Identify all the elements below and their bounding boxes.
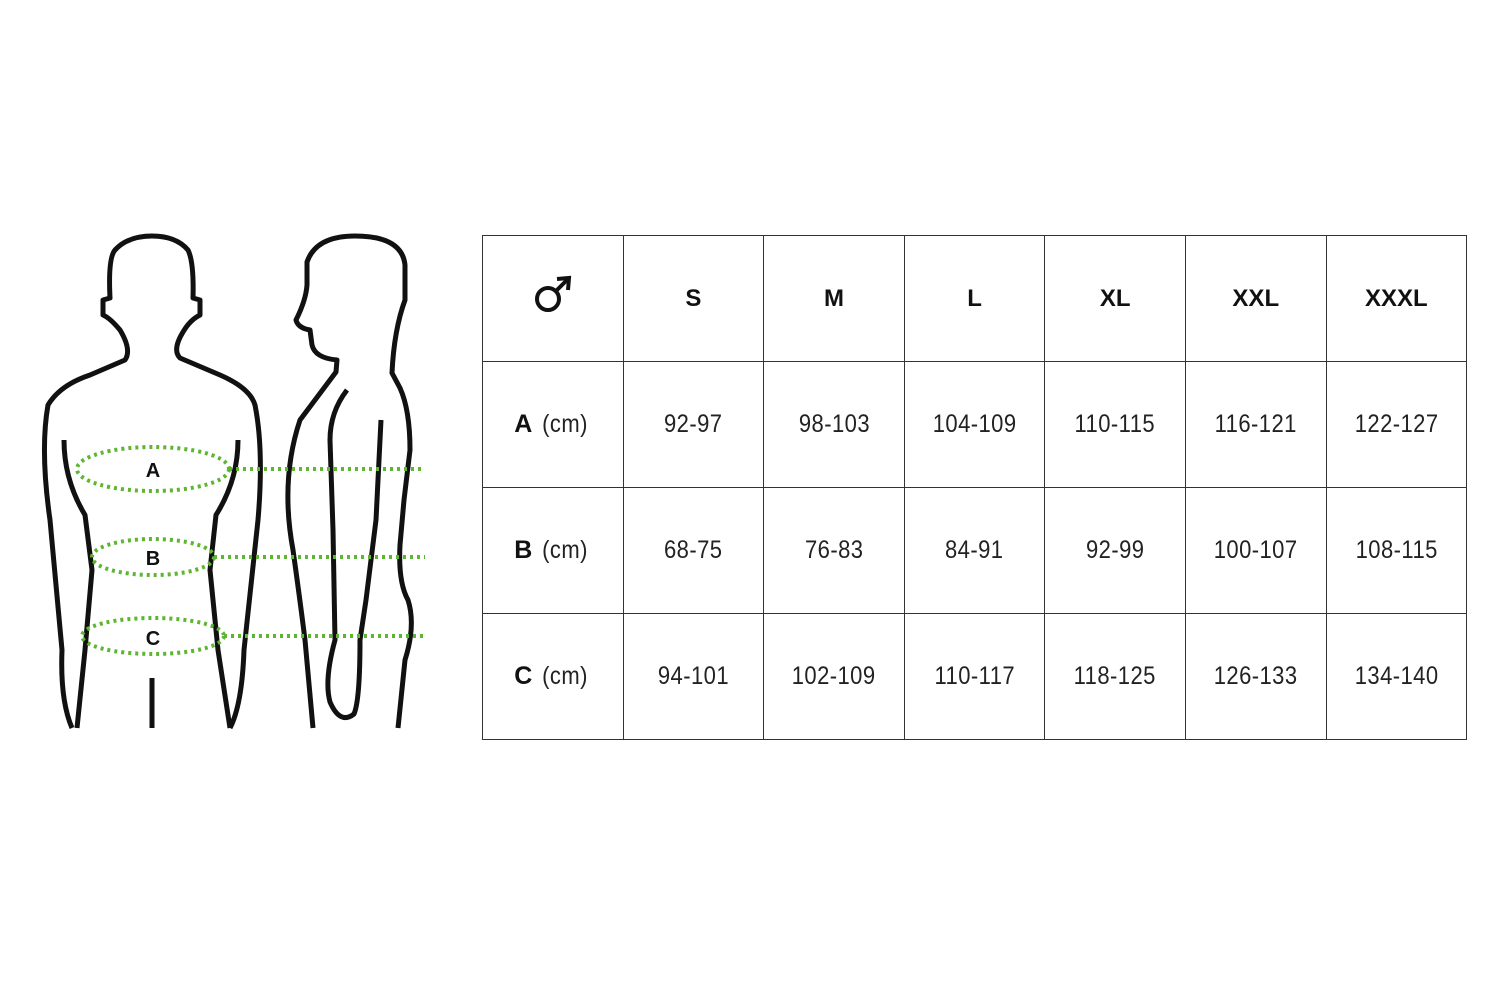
table-cell: 118-125: [1044, 613, 1186, 740]
table-cell: 102-109: [763, 613, 905, 740]
row-letter: A: [514, 410, 533, 438]
table-cell: 68-75: [622, 487, 765, 614]
label-a: A: [146, 460, 160, 482]
table-cell: 110-117: [903, 613, 1046, 740]
table-cell: 76-83: [763, 487, 905, 614]
size-header-xxl: XXL: [1184, 235, 1327, 362]
table-cell: 100-107: [1184, 487, 1327, 614]
male-symbol-icon: [534, 275, 571, 312]
corner-cell: [482, 235, 624, 362]
row-label-b: B (cm): [482, 487, 624, 614]
size-header-m: M: [763, 235, 905, 362]
table-header-row: S M L XL XXL XXXL: [482, 235, 1468, 362]
table-cell: 122-127: [1325, 361, 1468, 488]
table-cell: 84-91: [903, 487, 1046, 614]
table-row: B (cm) 68-75 76-83 84-91 92-99 100-107 1…: [482, 487, 1468, 614]
label-c: C: [146, 628, 160, 650]
table-cell: 92-97: [622, 361, 765, 488]
front-body-outline: [41, 233, 263, 730]
row-unit: (cm): [542, 536, 589, 564]
table-cell: 94-101: [622, 613, 765, 740]
front-left-arm-inner: [61, 439, 95, 729]
label-b: B: [146, 548, 160, 570]
table-cell: 108-115: [1325, 487, 1468, 614]
table-cell: 116-121: [1184, 361, 1327, 488]
row-unit: (cm): [542, 662, 589, 690]
size-header-s: S: [622, 235, 765, 362]
table-cell: 98-103: [763, 361, 905, 488]
row-letter: C: [514, 662, 533, 690]
size-header-xl: XL: [1044, 235, 1186, 362]
body-measurement-figures: A B C: [41, 233, 425, 730]
table-cell: 110-115: [1044, 361, 1186, 488]
table-row: A (cm) 92-97 98-103 104-109 110-115 116-…: [482, 361, 1468, 488]
size-header-xxxl: XXXL: [1325, 235, 1468, 362]
table-cell: 92-99: [1044, 487, 1186, 614]
side-body-outline: [285, 233, 414, 729]
row-unit: (cm): [542, 410, 589, 438]
row-label-a: A (cm): [482, 361, 624, 488]
row-letter: B: [514, 536, 533, 564]
size-header-l: L: [903, 235, 1046, 362]
table-cell: 134-140: [1325, 613, 1468, 740]
table-cell: 126-133: [1184, 613, 1327, 740]
row-label-c: C (cm): [482, 613, 624, 740]
table-row: C (cm) 94-101 102-109 110-117 118-125 12…: [482, 613, 1468, 740]
size-chart-table: S M L XL XXL XXXL A (cm) 92-97 98-103 10…: [482, 235, 1468, 740]
table-cell: 104-109: [903, 361, 1046, 488]
side-arm-outline: [325, 388, 384, 720]
